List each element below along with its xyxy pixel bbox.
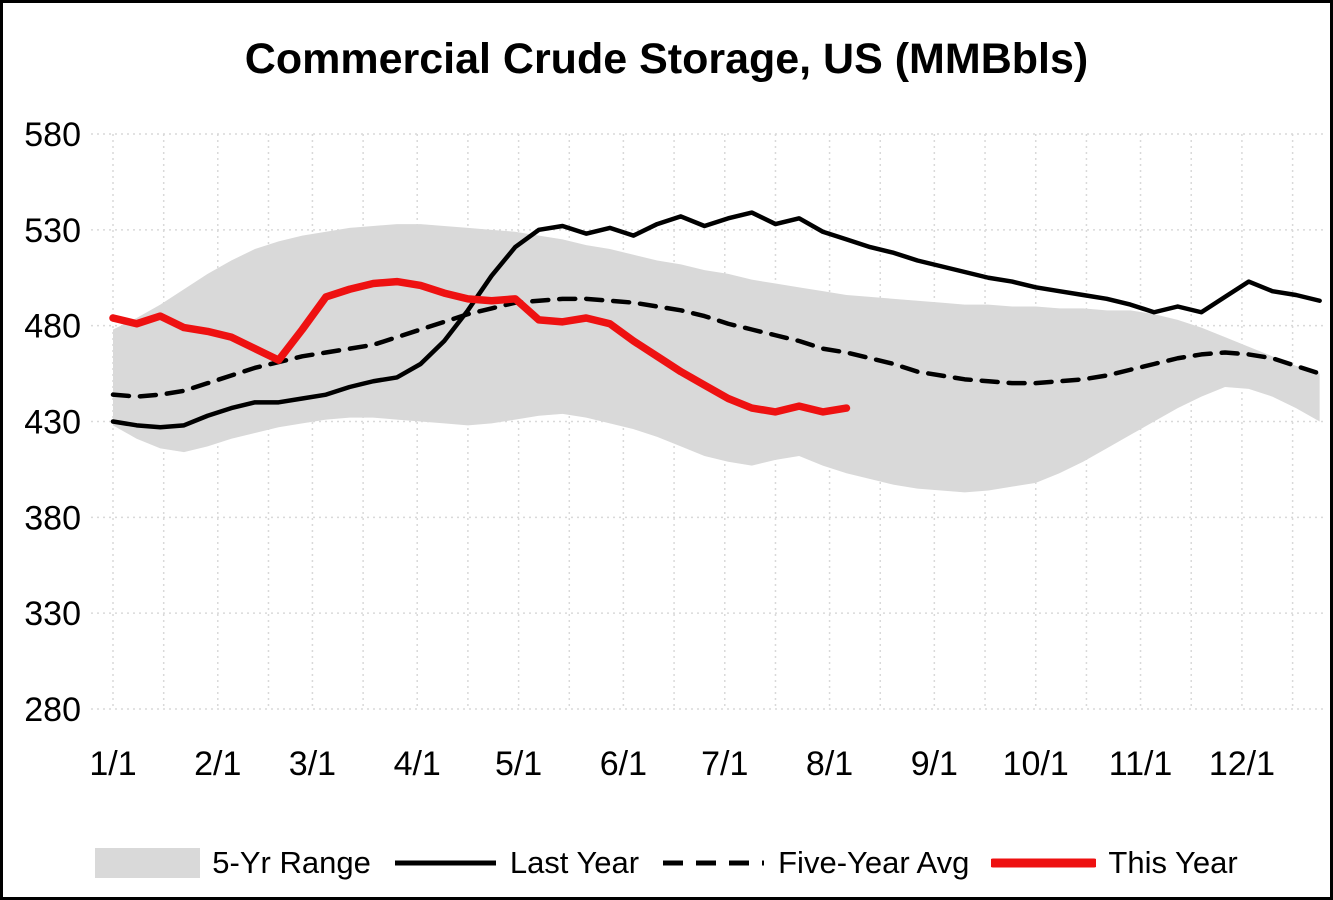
x-tick-label: 1/1 bbox=[89, 745, 136, 783]
x-tick-label: 6/1 bbox=[600, 745, 647, 783]
legend-item-last-year: Last Year bbox=[393, 845, 639, 881]
x-tick-label: 3/1 bbox=[289, 745, 336, 783]
x-tick-label: 11/1 bbox=[1109, 745, 1173, 783]
this-year-line bbox=[109, 277, 851, 416]
x-tick-label: 9/1 bbox=[911, 745, 958, 783]
solid-line-swatch-icon bbox=[394, 860, 496, 866]
legend: 5-Yr Range Last Year Five-Year Avg This … bbox=[3, 845, 1330, 881]
chart-title: Commercial Crude Storage, US (MMBbls) bbox=[244, 35, 1089, 83]
x-tick-label: 12/1 bbox=[1209, 745, 1275, 783]
x-tick-label: 5/1 bbox=[495, 745, 542, 783]
legend-item-five-year-avg: Five-Year Avg bbox=[661, 845, 969, 881]
x-tick-label: 4/1 bbox=[394, 745, 441, 783]
y-tick-label: 530 bbox=[24, 212, 81, 250]
y-tick-label: 330 bbox=[24, 595, 81, 633]
five-year-avg-line bbox=[110, 296, 1322, 399]
last-year-line bbox=[110, 210, 1322, 430]
x-tick-label: 10/1 bbox=[1003, 745, 1069, 783]
y-tick-label: 580 bbox=[24, 116, 81, 154]
y-tick-label: 430 bbox=[24, 404, 81, 442]
y-tick-label: 480 bbox=[24, 308, 81, 346]
legend-label-five-year-avg: Five-Year Avg bbox=[778, 845, 970, 880]
x-tick-label: 8/1 bbox=[806, 745, 853, 783]
x-tick-label: 2/1 bbox=[194, 745, 241, 783]
y-tick-label: 280 bbox=[24, 691, 81, 729]
range-swatch-icon bbox=[95, 848, 201, 878]
y-tick-label: 380 bbox=[24, 499, 81, 537]
dashed-line-swatch-icon bbox=[663, 860, 765, 866]
x-tick-label: 7/1 bbox=[701, 745, 748, 783]
red-line-swatch-icon bbox=[991, 858, 1097, 868]
legend-label-last-year: Last Year bbox=[509, 845, 640, 880]
legend-label-five-yr-range: 5-Yr Range bbox=[212, 845, 371, 880]
five-year-range-area bbox=[113, 224, 1320, 493]
legend-item-this-year: This Year bbox=[991, 845, 1238, 881]
legend-item-five-yr-range: 5-Yr Range bbox=[95, 845, 371, 881]
legend-label-this-year: This Year bbox=[1108, 845, 1238, 880]
